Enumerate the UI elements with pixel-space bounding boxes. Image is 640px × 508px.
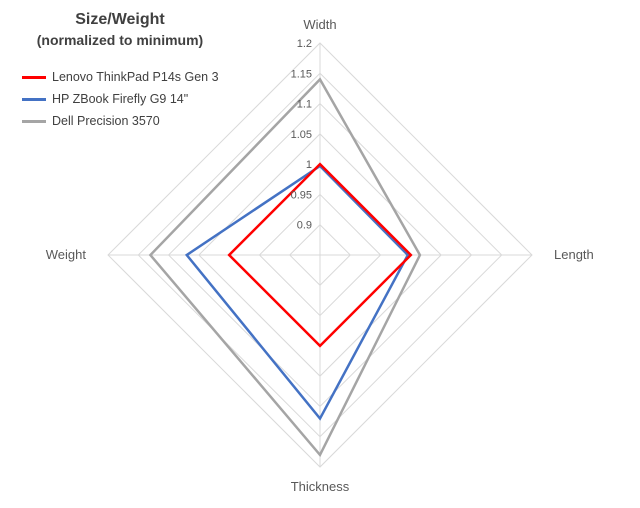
legend-swatch [22, 119, 46, 123]
legend-label: HP ZBook Firefly G9 14" [52, 92, 189, 106]
legend-item: HP ZBook Firefly G9 14" [22, 88, 219, 110]
radar-series [148, 77, 422, 458]
chart-title: Size/Weight (normalized to minimum) [0, 10, 240, 50]
chart-subtitle: (normalized to minimum) [36, 32, 204, 48]
legend: Lenovo ThinkPad P14s Gen 3 HP ZBook Fire… [22, 66, 219, 132]
tick-label: 1.2 [297, 38, 312, 50]
series-line [148, 77, 422, 458]
legend-item: Dell Precision 3570 [22, 110, 219, 132]
series-line [227, 162, 413, 348]
tick-label: 1.1 [297, 99, 312, 111]
legend-label: Lenovo ThinkPad P14s Gen 3 [52, 70, 219, 84]
chart-title-main: Size/Weight [75, 11, 165, 28]
radar-tick-labels: 0.9 0.95 1 1.05 1.1 1.15 1.2 [291, 38, 312, 232]
axis-label: Length [554, 247, 594, 262]
legend-swatch [22, 97, 46, 101]
radar-axis-labels: Width Length Thickness Weight [46, 17, 594, 494]
legend-item: Lenovo ThinkPad P14s Gen 3 [22, 66, 219, 88]
axis-label: Weight [46, 247, 87, 262]
legend-swatch [22, 75, 46, 79]
tick-label: 1.15 [291, 68, 312, 80]
axis-label: Width [303, 17, 336, 32]
tick-label: 1 [306, 159, 312, 171]
tick-label: 1.05 [291, 129, 312, 141]
legend-label: Dell Precision 3570 [52, 114, 160, 128]
tick-label: 0.9 [297, 220, 312, 232]
series-line [184, 164, 410, 421]
axis-label: Thickness [291, 479, 350, 494]
radar-grid [107, 42, 533, 468]
tick-label: 0.95 [291, 189, 312, 201]
